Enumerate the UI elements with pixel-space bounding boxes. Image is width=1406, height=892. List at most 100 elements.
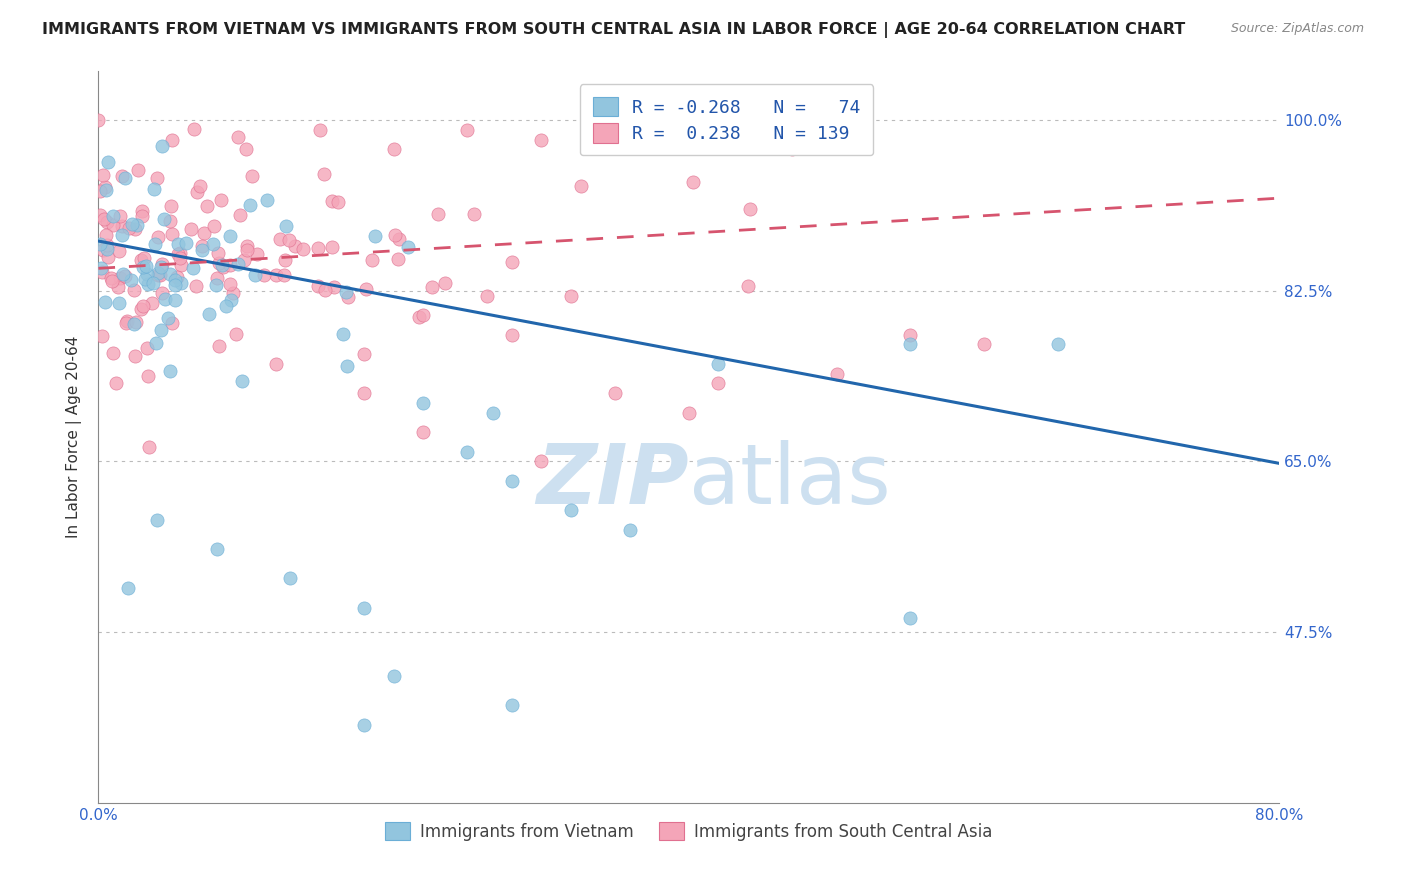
Point [328,194,350,209]
Point [96,215,118,229]
Point [463,206,485,220]
Point [115,314,138,328]
Point [277,233,299,247]
Point [321,240,343,254]
Point [107,280,129,294]
Point [1046,337,1070,351]
Point [191,239,214,253]
Point [481,406,503,420]
Point [118,220,141,235]
Point [678,406,700,420]
Text: IMMIGRANTS FROM VIETNAM VS IMMIGRANTS FROM SOUTH CENTRAL ASIA IN LABOR FORCE | A: IMMIGRANTS FROM VIETNAM VS IMMIGRANTS FR… [42,22,1185,38]
Point [165,278,187,293]
Point [146,266,169,280]
Point [501,327,523,342]
Point [142,181,165,195]
Point [208,339,231,353]
Point [501,254,523,268]
Point [569,179,592,194]
Point [195,199,218,213]
Point [96,238,118,252]
Point [202,219,225,234]
Point [94,183,117,197]
Point [382,669,405,683]
Point [174,236,197,251]
Point [457,444,479,458]
Point [219,277,242,291]
Point [332,327,354,342]
Point [157,310,180,325]
Point [111,169,134,184]
Point [134,272,156,286]
Point [167,236,190,251]
Point [900,327,922,342]
Point [682,175,704,189]
Point [239,198,262,212]
Point [229,208,252,222]
Point [235,142,257,156]
Point [312,167,335,181]
Point [169,246,191,260]
Point [108,244,131,258]
Point [280,572,302,586]
Point [530,133,553,147]
Point [131,209,153,223]
Point [232,253,254,268]
Point [114,268,136,283]
Point [900,610,922,624]
Point [108,209,131,223]
Point [159,267,181,281]
Point [530,454,553,468]
Point [412,396,434,410]
Point [336,290,359,304]
Point [136,368,159,383]
Point [122,283,145,297]
Point [170,258,193,272]
Point [124,222,146,236]
Point [93,211,115,226]
Y-axis label: In Labor Force | Age 20-64: In Labor Force | Age 20-64 [66,336,83,538]
Point [782,142,804,156]
Point [307,242,329,256]
Point [427,207,450,221]
Point [387,252,409,267]
Point [384,227,406,242]
Text: ZIP: ZIP [536,441,689,522]
Point [160,316,183,330]
Point [131,204,153,219]
Point [388,232,411,246]
Point [364,228,387,243]
Point [142,277,165,291]
Point [309,123,332,137]
Point [101,346,124,360]
Point [146,229,169,244]
Point [111,228,134,243]
Point [159,364,181,378]
Point [353,718,375,732]
Point [314,283,336,297]
Point [135,260,157,274]
Point [183,121,205,136]
Point [225,327,247,342]
Point [335,285,357,299]
Point [169,251,191,265]
Point [87,113,110,128]
Point [269,232,291,246]
Point [122,318,145,332]
Point [108,271,131,285]
Point [973,337,995,351]
Point [207,246,229,260]
Point [162,133,183,147]
Point [160,198,183,212]
Point [825,367,848,381]
Point [900,337,922,351]
Point [434,276,457,290]
Point [121,217,143,231]
Point [146,268,169,282]
Point [149,323,172,337]
Point [475,288,498,302]
Point [97,155,120,169]
Point [186,186,208,200]
Point [560,503,582,517]
Point [120,272,142,286]
